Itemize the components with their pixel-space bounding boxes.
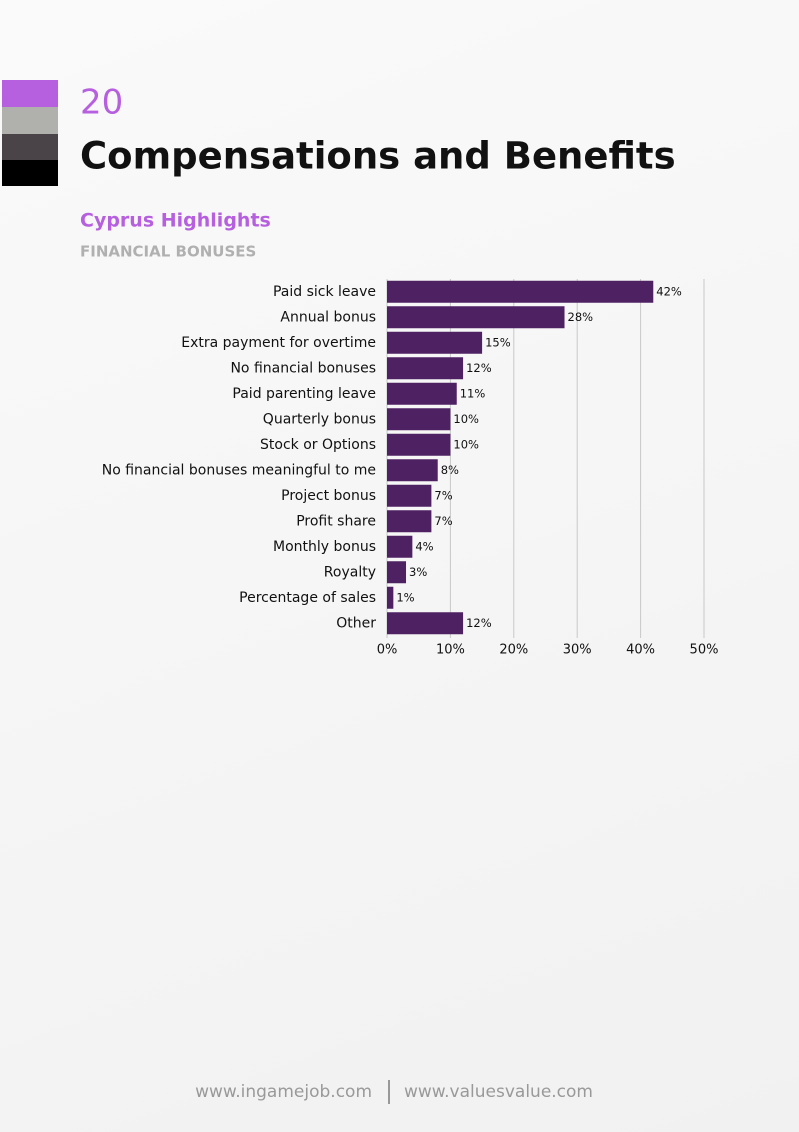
category-label: Extra payment for overtime — [181, 335, 376, 351]
bar — [387, 408, 451, 431]
x-tick-label: 30% — [563, 643, 592, 658]
section-label: FINANCIAL BONUSES — [80, 243, 256, 261]
value-label: 15% — [485, 335, 511, 349]
bar — [387, 586, 394, 609]
bar — [387, 357, 464, 380]
bar — [387, 561, 407, 584]
swatch — [2, 160, 58, 186]
bar — [387, 280, 654, 303]
value-label: 7% — [434, 488, 452, 502]
category-label: Annual bonus — [280, 309, 376, 325]
category-label: Stock or Options — [260, 437, 376, 453]
bar — [387, 306, 565, 329]
x-tick-label: 10% — [436, 643, 465, 658]
bar — [387, 510, 432, 533]
swatch — [2, 80, 58, 107]
value-label: 10% — [453, 437, 479, 451]
x-tick-label: 0% — [377, 643, 398, 658]
bar — [387, 612, 464, 635]
value-label: 11% — [460, 386, 486, 400]
category-label: No financial bonuses meaningful to me — [102, 462, 376, 478]
category-label: Royalty — [324, 564, 376, 580]
value-label: 12% — [466, 361, 492, 375]
x-tick-label: 40% — [626, 643, 655, 658]
category-label: No financial bonuses — [230, 360, 376, 376]
value-label: 7% — [434, 514, 452, 528]
x-tick-label: 20% — [499, 643, 528, 658]
value-label: 42% — [656, 284, 682, 298]
bar — [387, 459, 438, 482]
bar — [387, 535, 413, 558]
footer-link: www.valuesvalue.com — [404, 1082, 593, 1102]
page-number: 20 — [80, 83, 123, 123]
category-label: Monthly bonus — [273, 539, 376, 555]
bar — [387, 331, 483, 354]
value-label: 12% — [466, 616, 492, 630]
value-label: 10% — [453, 412, 479, 426]
chart: 0% 10% 20% 30% 40% 50% Paid sick leave 42% Annua… — [102, 279, 719, 658]
category-label: Paid sick leave — [273, 284, 376, 300]
category-label: Profit share — [296, 513, 376, 529]
bar — [387, 484, 432, 507]
value-label: 28% — [568, 310, 594, 324]
subtitle: Cyprus Highlights — [80, 210, 271, 232]
x-tick-label: 50% — [690, 643, 719, 658]
category-label: Paid parenting leave — [232, 386, 376, 402]
category-label: Percentage of sales — [239, 590, 376, 606]
value-label: 1% — [396, 590, 414, 604]
category-label: Quarterly bonus — [263, 411, 376, 427]
category-label: Project bonus — [281, 488, 376, 504]
bar — [387, 433, 451, 456]
title: Compensations and Benefits — [80, 135, 676, 178]
footer-link: www.ingamejob.com — [195, 1082, 372, 1102]
value-label: 4% — [415, 539, 433, 553]
swatch — [2, 134, 58, 160]
value-label: 3% — [409, 565, 427, 579]
category-label: Other — [336, 615, 376, 631]
bar — [387, 382, 457, 405]
swatch — [2, 107, 58, 134]
value-label: 8% — [441, 463, 459, 477]
